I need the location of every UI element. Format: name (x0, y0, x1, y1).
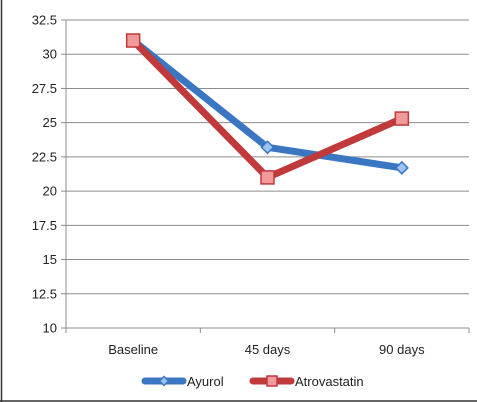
data-point-atrovastatin (394, 111, 410, 126)
y-tick-label: 10 (43, 321, 57, 336)
legend-item-ayurol: Ayurol (141, 374, 224, 389)
x-tick-label: Baseline (108, 342, 158, 357)
data-point-ayurol (260, 140, 275, 155)
grid-lines (66, 19, 469, 329)
series-lines (125, 33, 410, 185)
x-tick-label: 90 days (379, 342, 425, 357)
y-tick-label: 22.5 (32, 149, 57, 164)
legend-label: Atrovastatin (295, 374, 364, 389)
y-tick-label: 15 (43, 252, 57, 267)
x-tick-label: 45 days (245, 342, 291, 357)
y-tick-label: 32.5 (32, 13, 57, 28)
series-atrovastatin (125, 33, 410, 185)
data-point-atrovastatin (125, 33, 141, 48)
y-tick-label: 17.5 (32, 218, 57, 233)
legend: Ayurol Atrovastatin (141, 374, 364, 389)
data-point-atrovastatin (260, 170, 275, 185)
y-tick-label: 12.5 (32, 286, 57, 301)
y-tick-label: 25 (43, 115, 57, 130)
y-tick-label: 27.5 (32, 81, 57, 96)
series-ayurol (126, 33, 409, 175)
x-tick-labels: Baseline 45 days 90 days (108, 342, 425, 357)
legend-swatch-marker (266, 375, 278, 387)
y-tick-labels: 10 12.5 15 17.5 20 22.5 25 27.5 30 32.5 (32, 13, 57, 336)
y-tick-label: 20 (43, 184, 57, 199)
legend-item-atrovastatin: Atrovastatin (249, 374, 364, 389)
legend-swatch-marker (158, 375, 170, 387)
legend-label: Ayurol (187, 374, 224, 389)
y-tick-label: 30 (43, 47, 57, 62)
data-point-ayurol (394, 160, 409, 175)
